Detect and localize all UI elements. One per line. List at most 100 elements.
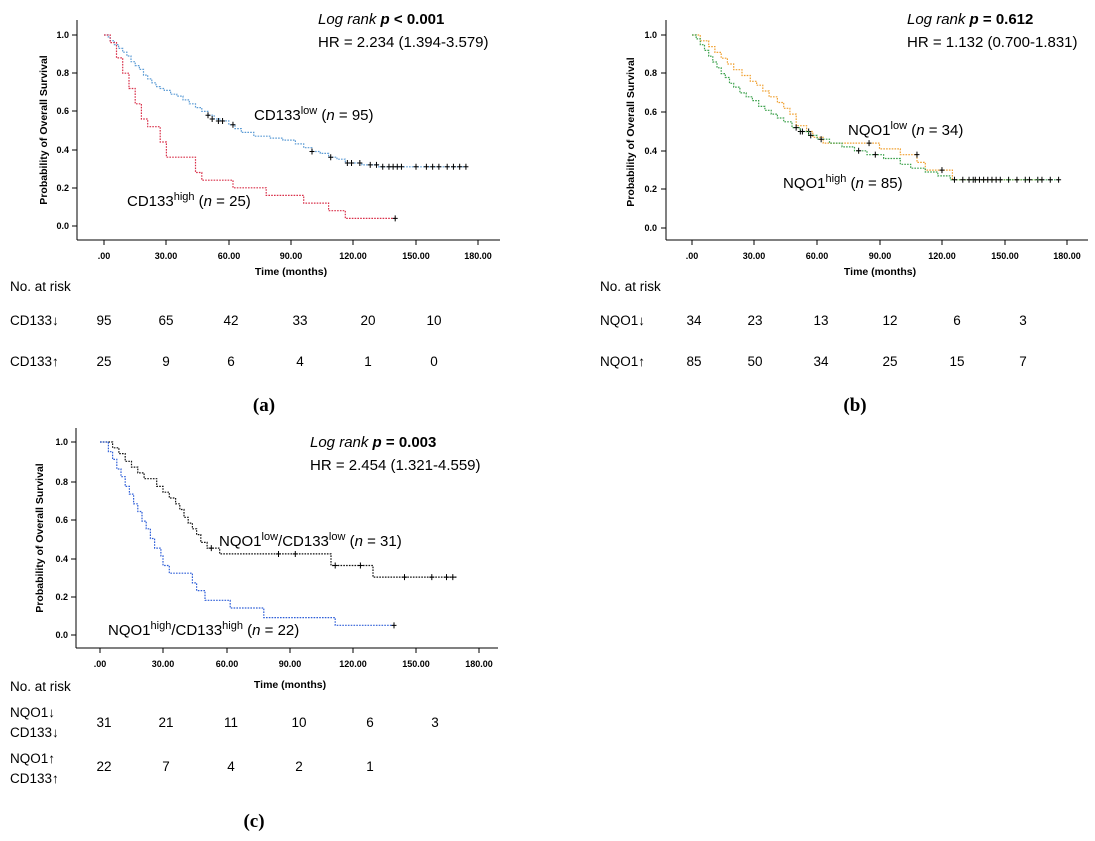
risk-value: 3 bbox=[431, 715, 439, 730]
series-label-nqo1-low: NQO1low (n = 34) bbox=[848, 120, 963, 139]
x-ticks: .00 30.00 60.00 90.00 120.00 150.00 180.… bbox=[94, 659, 493, 669]
censor-mark bbox=[357, 159, 363, 166]
risk-value: 13 bbox=[813, 313, 828, 328]
censor-mark bbox=[450, 163, 456, 170]
risk-value: 95 bbox=[96, 313, 111, 328]
y-tick-label: 0.0 bbox=[55, 630, 68, 640]
risk-value: 34 bbox=[813, 354, 829, 369]
x-ticks: .00 30.00 60.00 90.00 120.00 150.00 180.… bbox=[98, 251, 492, 261]
label-sup2: high bbox=[222, 620, 243, 632]
censor-mark bbox=[444, 163, 450, 170]
x-tick-label: .00 bbox=[686, 251, 699, 261]
censor-mark bbox=[818, 136, 824, 143]
axes bbox=[665, 20, 1088, 241]
risk-value: 42 bbox=[223, 313, 238, 328]
censor-mark bbox=[966, 176, 972, 183]
risk-value: 7 bbox=[162, 759, 170, 774]
risk-row-label: NQO1↑ bbox=[10, 751, 55, 766]
censor-mark bbox=[392, 215, 398, 222]
logrank-stat: Log rank p < 0.001 bbox=[318, 11, 444, 28]
risk-row-label: NQO1↓ bbox=[10, 705, 55, 720]
risk-value: 23 bbox=[747, 313, 762, 328]
p-value: < 0.001 bbox=[394, 11, 444, 28]
x-tick-label: .00 bbox=[94, 659, 107, 669]
y-tick-marks bbox=[72, 34, 77, 227]
censor-mark bbox=[939, 167, 945, 174]
y-tick-label: 0.6 bbox=[56, 106, 69, 116]
panel-letter: (b) bbox=[843, 395, 866, 416]
km-plot-area bbox=[100, 441, 457, 629]
label-sup2: low bbox=[329, 531, 346, 543]
survival-curve-series-1 bbox=[104, 34, 468, 168]
panel-letter: (a) bbox=[253, 395, 275, 416]
censor-mark bbox=[960, 176, 966, 183]
x-tick-label: 60.00 bbox=[806, 251, 829, 261]
y-tick-label: 0.2 bbox=[56, 183, 69, 193]
risk-value: 34 bbox=[686, 313, 702, 328]
label-prefix: NQO1 bbox=[783, 175, 826, 192]
y-tick-label: 0.8 bbox=[644, 68, 657, 78]
risk-table: No. at risk NQO1↓ CD133↓ 31 21 11 10 6 3… bbox=[10, 679, 439, 786]
censor-mark bbox=[914, 151, 920, 158]
censor-mark bbox=[997, 176, 1003, 183]
panel-b-figure: Probability of Overall Survival 0.0 0.2 … bbox=[600, 11, 1088, 416]
y-tick-label: 0.2 bbox=[644, 184, 657, 194]
y-ticks: 0.0 0.2 0.4 0.6 0.8 1.0 bbox=[55, 437, 68, 640]
censor-mark bbox=[436, 163, 442, 170]
x-tick-marks bbox=[691, 240, 1068, 245]
p-value: = 0.003 bbox=[386, 434, 436, 451]
risk-value: 20 bbox=[360, 313, 375, 328]
p-label: p bbox=[380, 11, 390, 28]
y-tick-label: 0.8 bbox=[55, 477, 68, 487]
series-label-cd133-low: CD133low (n = 95) bbox=[254, 105, 374, 124]
censor-mark bbox=[444, 574, 449, 581]
risk-table: No. at risk CD133↓ 95 65 42 33 20 10 CD1… bbox=[10, 279, 442, 369]
risk-value: 25 bbox=[96, 354, 111, 369]
series-label-cd133-high: CD133high (n = 25) bbox=[127, 191, 251, 210]
logrank-label: Log rank bbox=[907, 11, 967, 28]
risk-value: 6 bbox=[953, 313, 961, 328]
n-label: n bbox=[252, 622, 260, 639]
x-ticks: .00 30.00 60.00 90.00 120.00 150.00 180.… bbox=[686, 251, 1081, 261]
censor-mark bbox=[373, 161, 379, 168]
risk-value: 0 bbox=[430, 354, 438, 369]
risk-value: 21 bbox=[158, 715, 173, 730]
label-mid: /CD133 bbox=[278, 533, 329, 550]
series-label-high-high: NQO1high/CD133high (n = 22) bbox=[108, 620, 299, 639]
p-label: p bbox=[372, 434, 382, 451]
risk-value: 2 bbox=[295, 759, 303, 774]
label-prefix: CD133 bbox=[127, 193, 174, 210]
x-tick-label: 120.00 bbox=[339, 659, 367, 669]
censor-mark bbox=[429, 574, 435, 581]
censor-mark bbox=[463, 163, 469, 170]
risk-value: 50 bbox=[747, 354, 762, 369]
y-tick-marks bbox=[661, 34, 666, 229]
survival-curve-series-2 bbox=[692, 34, 1059, 181]
censor-mark bbox=[230, 121, 236, 128]
p-value: = 0.612 bbox=[983, 11, 1033, 28]
risk-value: 25 bbox=[882, 354, 897, 369]
y-tick-label: 0.2 bbox=[55, 592, 68, 602]
censor-mark bbox=[367, 161, 373, 168]
x-tick-label: 90.00 bbox=[280, 251, 303, 261]
y-tick-label: 0.4 bbox=[644, 146, 657, 156]
n-label: n bbox=[855, 175, 863, 192]
y-axis-label: Probability of Overall Survival bbox=[34, 463, 46, 612]
y-tick-label: 0.6 bbox=[55, 515, 68, 525]
y-tick-label: 1.0 bbox=[55, 437, 68, 447]
y-tick-label: 0.6 bbox=[644, 107, 657, 117]
label-sup: high bbox=[826, 173, 847, 185]
risk-table: No. at risk NQO1↓ 34 23 13 12 6 3 NQO1↑ … bbox=[600, 279, 1027, 369]
label-mid: /CD133 bbox=[171, 622, 222, 639]
hazard-ratio: HR = 2.234 (1.394-3.579) bbox=[318, 34, 489, 51]
risk-value: 33 bbox=[292, 313, 307, 328]
n-text: = 95) bbox=[335, 107, 374, 124]
y-tick-label: 0.4 bbox=[56, 145, 69, 155]
label-sup: low bbox=[301, 105, 318, 117]
censor-mark bbox=[423, 163, 429, 170]
risk-table-title: No. at risk bbox=[10, 679, 71, 694]
label-prefix: NQO1 bbox=[219, 533, 262, 550]
x-tick-label: 180.00 bbox=[465, 659, 493, 669]
x-axis-label: Time (months) bbox=[844, 266, 916, 278]
censor-mark bbox=[205, 112, 211, 119]
